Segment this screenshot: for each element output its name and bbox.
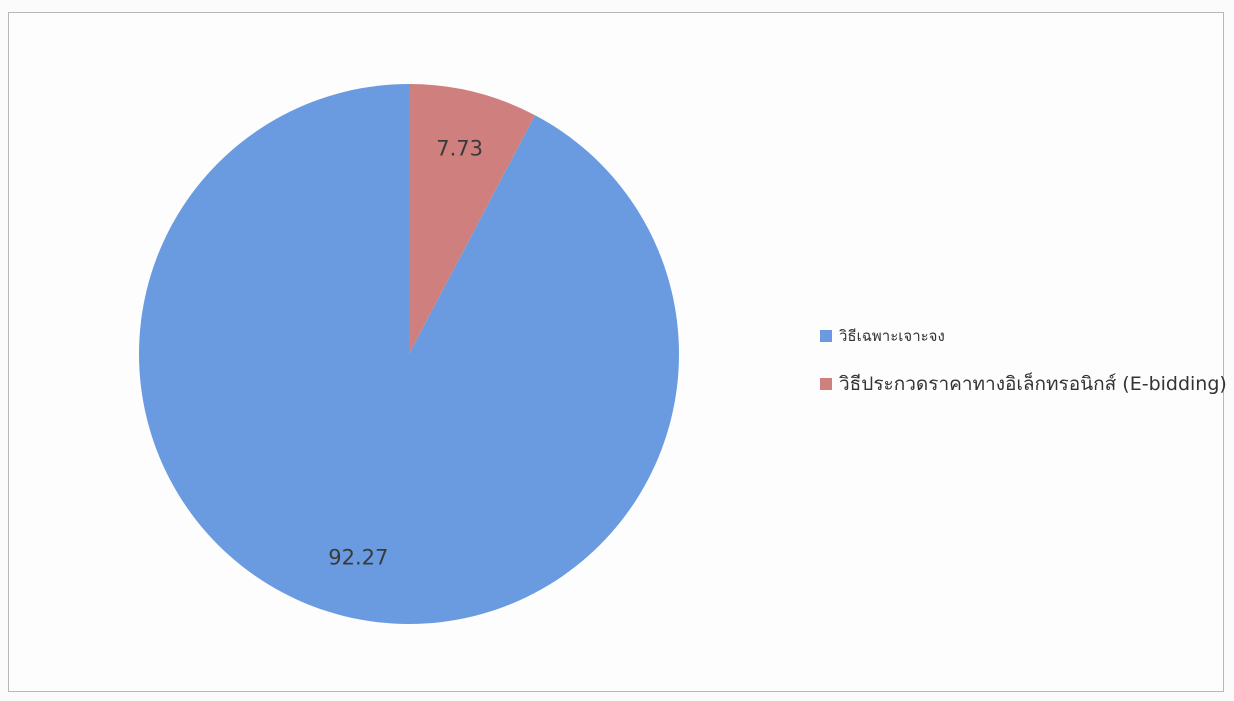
legend-item: วิธีประกวดราคาทางอิเล็กทรอนิกส์ (E-biddi… (820, 373, 1227, 395)
legend-item: วิธีเฉพาะเจาะจง (820, 325, 1227, 347)
legend-swatch (820, 330, 832, 342)
legend: วิธีเฉพาะเจาะจง วิธีประกวดราคาทางอิเล็กท… (820, 325, 1227, 421)
pie-chart: 92.27 7.73 (138, 84, 679, 625)
legend-label: วิธีเฉพาะเจาะจง (839, 327, 945, 345)
pie-slice (409, 84, 536, 354)
data-label: 92.27 (328, 545, 388, 569)
pie-slice (138, 84, 679, 625)
data-label: 7.73 (436, 137, 483, 161)
legend-swatch (820, 378, 832, 390)
legend-label: วิธีประกวดราคาทางอิเล็กทรอนิกส์ (E-biddi… (839, 373, 1227, 395)
chart-area: 92.27 7.73 วิธีเฉพาะเจาะจง วิธีประกวดราคา… (8, 12, 1227, 692)
